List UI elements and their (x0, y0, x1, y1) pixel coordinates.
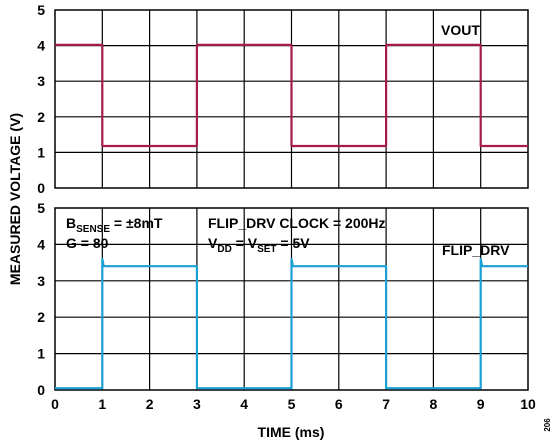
panel-bottom-y-tick-label: 5 (37, 200, 45, 216)
flip-drv-line (55, 257, 528, 390)
vout-series-label: VOUT (441, 22, 480, 38)
vout-line (55, 43, 528, 148)
x-tick-label: 1 (98, 396, 106, 412)
panel-bottom-y-tick-label: 3 (37, 273, 45, 289)
x-tick-label: 2 (146, 396, 154, 412)
panel-bottom-y-tick-label: 2 (37, 309, 45, 325)
annotation-gain: G = 80 (66, 235, 109, 251)
panel-top-y-tick-label: 3 (37, 73, 45, 89)
panel-top-y-tick-label: 5 (37, 2, 45, 18)
x-tick-label: 7 (382, 396, 390, 412)
panel-top-y-tick-label: 4 (37, 38, 45, 54)
panel-top-y-tick-labels: 0 1 2 3 4 5 (37, 2, 45, 196)
y-axis-label: MEASURED VOLTAGE (V) (7, 113, 23, 285)
panel-top-y-tick-label: 2 (37, 109, 45, 125)
x-tick-label: 5 (288, 396, 296, 412)
x-tick-label: 0 (51, 396, 59, 412)
figure-number: 206 (543, 418, 552, 432)
panel-bottom: 0 1 2 3 4 5 FLIP_DRV BSENSE = ±8mT G = 80 FLI… (37, 200, 529, 398)
flip-drv-series-label: FLIP_DRV (442, 242, 510, 258)
panel-bottom-y-tick-label: 1 (37, 346, 45, 362)
panel-bottom-y-tick-label: 0 (37, 382, 45, 398)
panel-top-y-tick-label: 1 (37, 144, 45, 160)
annotation-clock: FLIP_DRV CLOCK = 200Hz (208, 215, 386, 231)
x-tick-label: 4 (240, 396, 248, 412)
panel-bottom-y-tick-label: 4 (37, 236, 45, 252)
annotation-supply: VDD = VSET = 5V (208, 235, 310, 255)
x-axis-label: TIME (ms) (258, 424, 325, 440)
x-tick-label: 8 (430, 396, 438, 412)
x-tick-label: 3 (193, 396, 201, 412)
annotation-b-sense: BSENSE = ±8mT (66, 215, 163, 235)
x-tick-label: 9 (477, 396, 485, 412)
panel-top-y-tick-label: 0 (37, 180, 45, 196)
panel-bottom-y-tick-labels: 0 1 2 3 4 5 (37, 200, 45, 398)
x-tick-label: 6 (335, 396, 343, 412)
panel-top: 0 1 2 3 4 5 VOUT (37, 2, 529, 196)
x-tick-label: 10 (520, 396, 536, 412)
x-tick-labels: 0 1 2 3 4 5 6 7 8 9 10 (51, 396, 536, 412)
